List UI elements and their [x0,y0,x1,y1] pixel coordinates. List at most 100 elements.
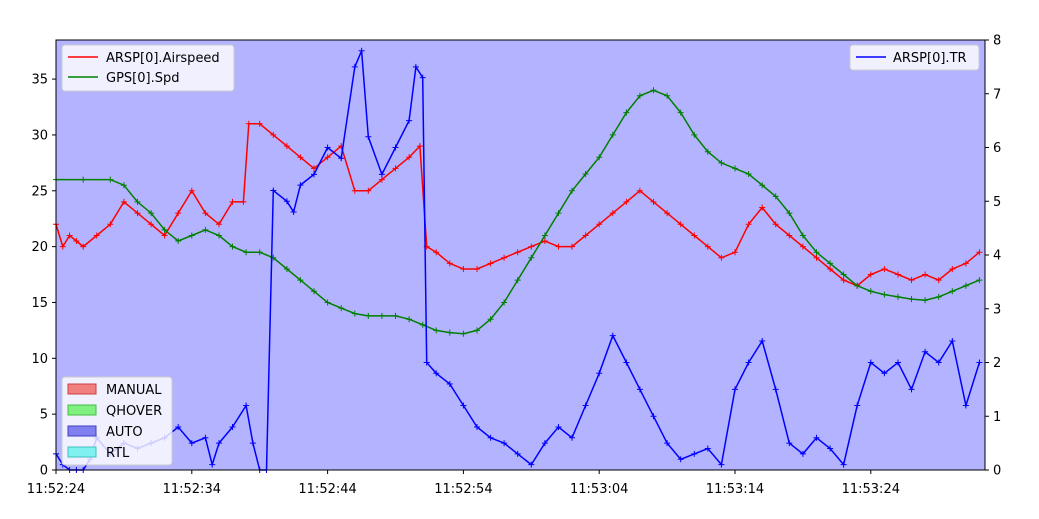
series-2-point [378,171,385,178]
series-1-point [962,282,969,289]
series-1-point [514,277,521,284]
series-1-point [867,288,874,295]
series-2-point [528,461,535,468]
series-0-point [922,271,929,278]
series-1-point [623,109,630,116]
series-1-point [677,109,684,116]
series-1-point [216,232,222,239]
series-1-point [786,210,793,217]
series-0-point [501,254,508,261]
series-0-point [202,210,209,217]
series-1-point [446,329,453,336]
y-left-tick-label: 15 [31,296,48,311]
series-0-point [66,232,73,239]
x-tick-label: 11:52:34 [163,482,221,497]
series-0-point [365,187,372,194]
series-1-point [378,312,385,319]
x-tick-label: 11:53:14 [706,482,764,497]
mode-swatch-rtl [67,446,97,458]
series-1-point [351,310,358,317]
series-1-point [908,296,915,303]
y-right-tick-label: 1 [993,410,1001,425]
series-2-point [732,386,738,393]
series-2-point [501,440,508,447]
series-2-point [460,402,467,409]
series-2-point [249,440,256,447]
series-1-point [120,182,127,189]
series-1-point [732,165,738,172]
y-right-tick-label: 8 [993,34,1001,49]
series-1-point [650,87,657,94]
series-0-point [216,221,222,228]
series-0-point [392,165,399,172]
series-1-point [799,232,806,239]
series-2-point [569,434,575,441]
series-2-point [813,434,820,441]
series-0-point [270,131,277,138]
series-1-point [175,238,182,244]
series-1-point [297,277,304,284]
series-0-point [446,260,453,267]
series-0-point [80,243,87,250]
series-0-point [881,266,888,272]
series-0-point [460,266,467,272]
legend-entry-arsp-tr: ARSP[0].TR [893,51,967,66]
series-0-point [745,221,752,228]
series-2-point [636,386,643,393]
y-axis-left: 0 5 10 15 20 25 30 35 [31,73,56,479]
series-2-point [338,155,345,162]
series-0-point [867,271,874,278]
series-1-point [718,159,725,166]
series-0-point [732,249,738,256]
series-2-point [691,450,698,457]
series-1-point [541,232,548,239]
series-2-point [541,440,548,447]
series-1-point [107,176,114,183]
series-0-point [474,266,480,272]
series-2-point [446,381,453,387]
series-0-point [718,254,725,261]
mode-label-qhover: QHOVER [106,404,162,419]
series-2-point [406,117,413,124]
x-tick-label: 11:52:54 [434,482,492,497]
series-1-point [433,327,440,334]
series-1-point [691,131,698,138]
series-0-point [514,249,521,256]
series-1-point [311,288,317,295]
x-tick-label: 11:52:44 [298,482,356,497]
legend-top-left: ARSP[0].Airspeed GPS[0].Spd [61,44,235,92]
series-0-point [799,243,806,250]
series-1-point [256,249,263,256]
series-1-point [704,148,711,155]
series-2-point [759,338,766,344]
series-0-point [935,277,942,284]
series-2-point [297,182,304,189]
legend-entry-airspeed: ARSP[0].Airspeed [106,51,220,66]
series-1-point [202,226,209,233]
series-1-point [609,131,616,138]
series-2-point [351,63,358,70]
series-0-point [704,243,711,250]
series-2-point [704,445,711,452]
series-0-point [827,266,834,272]
legend-entry-gps-spd: GPS[0].Spd [106,71,179,86]
series-1-point [501,299,508,306]
series-0-point [636,187,643,194]
mode-swatch-manual [67,383,97,395]
series-2-point [922,348,929,355]
series-0-point [962,260,969,267]
series-2-point [745,359,752,366]
series-1-point [759,182,766,189]
series-1-point [555,210,562,217]
series-2-point [324,144,331,151]
series-0-point [297,154,304,161]
series-0-point [134,210,141,217]
series-0-point [229,198,236,205]
series-1-point [474,327,480,334]
series-2-point [283,198,290,205]
series-1-point [134,198,141,205]
series-2-point [962,402,969,409]
series-1-point [229,243,236,250]
y-right-tick-label: 5 [993,195,1001,210]
